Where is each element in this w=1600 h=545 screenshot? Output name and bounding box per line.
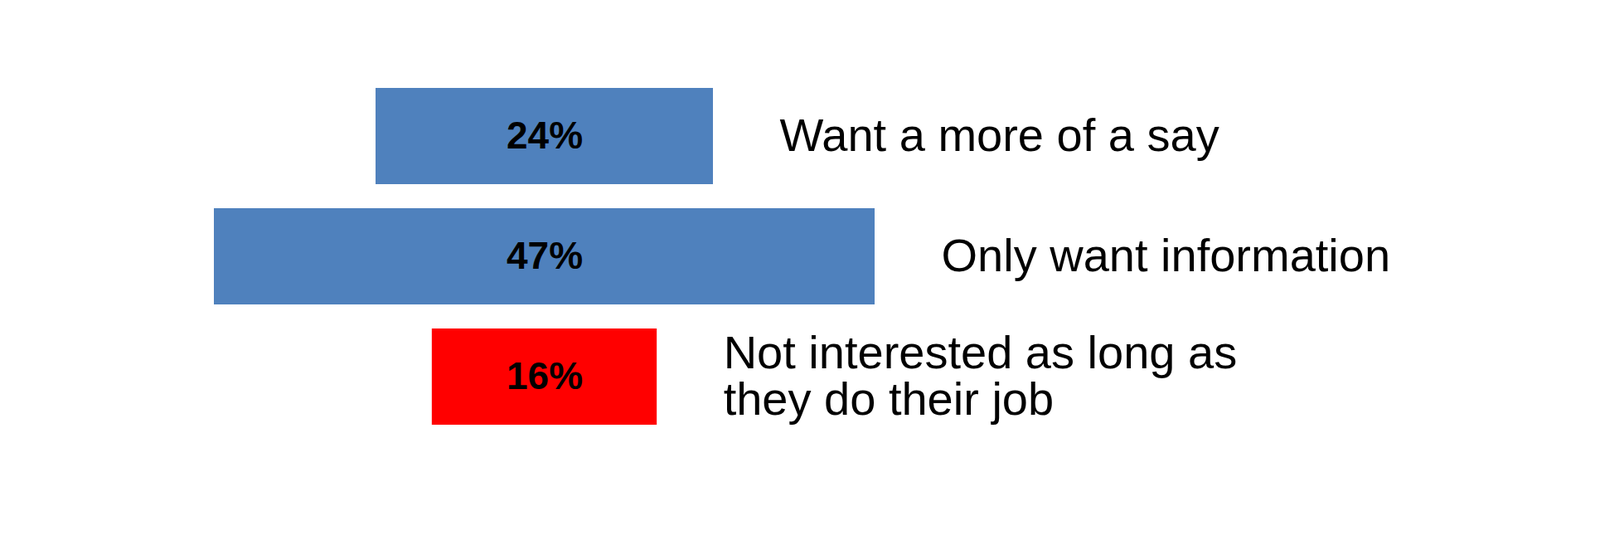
- svg-text:24%: 24%: [506, 113, 583, 157]
- svg-text:47%: 47%: [506, 233, 583, 277]
- svg-text:Only want information: Only want information: [941, 228, 1392, 282]
- svg-text:Not interested as long asthey: Not interested as long asthey do their j…: [723, 325, 1237, 425]
- svg-text:Want a more of a say: Want a more of a say: [779, 108, 1219, 161]
- svg-text:16%: 16%: [506, 353, 583, 398]
